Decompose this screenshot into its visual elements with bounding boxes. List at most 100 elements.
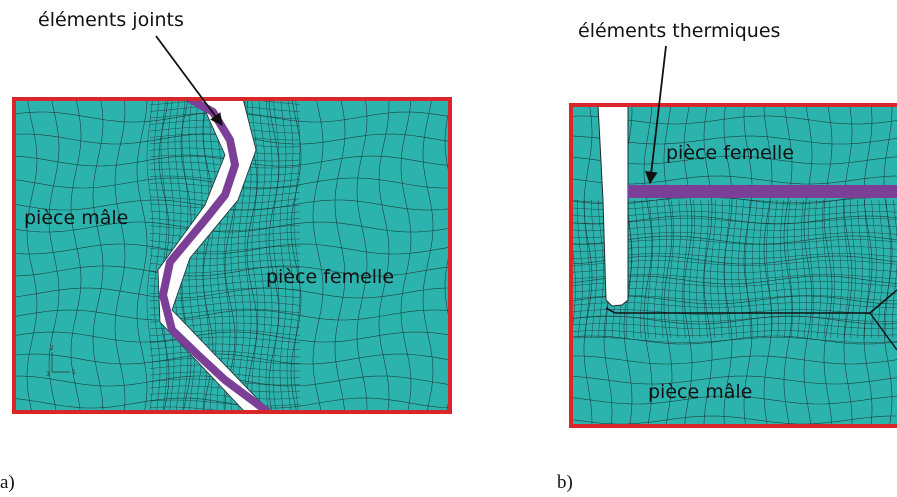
interface-line-b bbox=[605, 289, 897, 314]
mesh-line bbox=[14, 397, 450, 409]
mesh-line bbox=[356, 99, 368, 412]
mesh-line bbox=[661, 199, 667, 339]
annotation-arrow-a bbox=[155, 35, 223, 127]
joint-elements-band bbox=[159, 99, 271, 412]
mesh-line bbox=[158, 99, 170, 412]
mesh-line bbox=[823, 105, 833, 426]
mesh-line bbox=[803, 105, 813, 426]
mesh-line bbox=[571, 355, 897, 365]
mesh-line bbox=[149, 350, 301, 358]
mesh-line bbox=[783, 105, 793, 426]
mesh-line bbox=[572, 330, 897, 336]
caption-b: b) bbox=[557, 472, 573, 493]
mesh-line bbox=[136, 99, 148, 412]
mesh-line bbox=[149, 210, 301, 218]
mesh-line bbox=[683, 105, 693, 426]
mesh-line bbox=[850, 200, 856, 339]
mesh-line bbox=[696, 199, 702, 339]
mesh-line bbox=[572, 337, 897, 343]
mesh-line bbox=[572, 323, 897, 329]
mesh-line bbox=[836, 199, 842, 339]
mesh-line bbox=[703, 105, 713, 426]
mesh-line bbox=[400, 99, 412, 412]
mesh-line bbox=[572, 302, 897, 308]
mesh-line bbox=[422, 99, 434, 412]
mesh-line bbox=[864, 199, 870, 339]
mesh-line bbox=[743, 105, 753, 426]
mesh-line bbox=[334, 99, 346, 412]
mesh-line bbox=[689, 199, 695, 339]
mesh-refinement-b bbox=[571, 197, 897, 343]
mesh-line bbox=[149, 336, 301, 343]
mesh-line bbox=[251, 99, 259, 412]
mesh-line bbox=[258, 99, 266, 412]
mesh-line bbox=[766, 199, 772, 339]
mesh-line bbox=[571, 335, 897, 345]
frame-a bbox=[12, 97, 452, 414]
mesh-line bbox=[571, 200, 576, 339]
mesh-line bbox=[272, 99, 280, 412]
panel-b: pièce femelle pièce mâle éléments thermi… bbox=[557, 20, 897, 493]
mesh-line bbox=[14, 309, 450, 321]
mesh-line bbox=[571, 415, 897, 425]
mesh-line bbox=[268, 99, 280, 412]
mesh-line bbox=[149, 218, 301, 225]
mesh-line bbox=[149, 301, 301, 309]
mesh-line bbox=[640, 199, 646, 339]
annotation-joint-elements: éléments joints bbox=[38, 9, 184, 31]
thermal-elements-band bbox=[628, 185, 897, 198]
mesh-line bbox=[710, 199, 716, 339]
mesh-line bbox=[822, 199, 828, 339]
mesh-line bbox=[14, 287, 450, 299]
mesh-line bbox=[717, 199, 723, 339]
mesh-line bbox=[591, 200, 597, 339]
axis-x-label: 1 bbox=[72, 369, 76, 376]
mesh-line bbox=[829, 199, 835, 339]
mesh-line bbox=[286, 99, 294, 412]
mesh-line bbox=[598, 199, 604, 339]
mesh-line bbox=[843, 199, 849, 339]
axis-origin-label: 3 bbox=[46, 371, 50, 378]
mesh-line bbox=[290, 99, 302, 412]
mesh-line bbox=[149, 357, 300, 365]
mesh-line bbox=[279, 99, 287, 412]
mesh-line bbox=[149, 392, 301, 400]
mesh-line bbox=[668, 199, 674, 339]
mesh-line bbox=[724, 199, 730, 339]
mesh-line bbox=[92, 99, 104, 412]
mesh-line bbox=[14, 331, 450, 343]
mesh-line bbox=[878, 199, 884, 339]
mesh-line bbox=[70, 99, 82, 412]
mesh-line bbox=[149, 399, 301, 407]
mesh-line bbox=[731, 199, 737, 339]
mesh-line bbox=[114, 99, 126, 412]
mesh-line bbox=[647, 199, 653, 339]
mesh-line bbox=[583, 105, 593, 426]
mesh-line bbox=[703, 199, 709, 339]
mesh-line bbox=[14, 243, 450, 255]
mesh-line bbox=[752, 199, 758, 339]
label-male-part-a: pièce mâle bbox=[24, 207, 128, 229]
mesh-line bbox=[643, 105, 653, 426]
panel-a: 2 1 3 pièce mâle pièce femelle éléments … bbox=[0, 9, 452, 493]
mesh-line bbox=[14, 199, 450, 211]
mesh-line bbox=[571, 375, 897, 385]
chamfer-line-b bbox=[869, 312, 897, 351]
mesh-line bbox=[633, 199, 639, 339]
mesh-line bbox=[745, 199, 751, 338]
frame-b bbox=[569, 103, 897, 428]
mesh-line bbox=[626, 199, 632, 339]
annotation-thermal-elements: éléments thermiques bbox=[578, 20, 780, 42]
mesh-line bbox=[568, 96, 897, 104]
mesh-line bbox=[654, 199, 660, 339]
mesh-line bbox=[146, 99, 154, 412]
mesh-line bbox=[216, 99, 224, 412]
mesh-line bbox=[675, 199, 681, 339]
label-male-part-b: pièce mâle bbox=[648, 381, 752, 403]
mesh-line bbox=[663, 105, 673, 426]
mesh-line bbox=[48, 99, 60, 412]
mesh-line bbox=[885, 199, 891, 339]
gap-region-a bbox=[157, 99, 271, 412]
mesh-line bbox=[871, 199, 877, 338]
